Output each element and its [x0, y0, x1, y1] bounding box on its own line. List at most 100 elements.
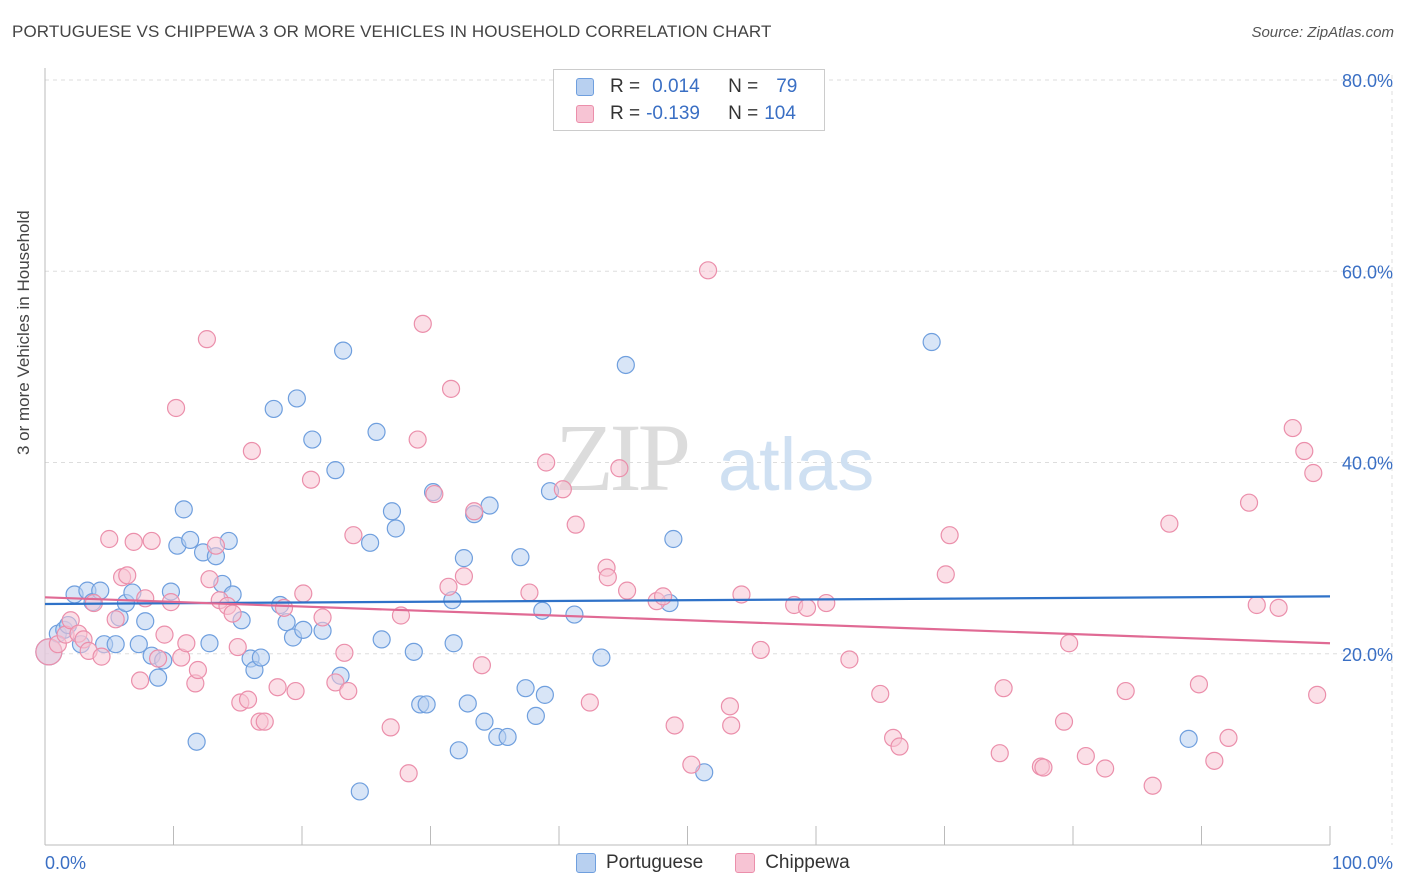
point-chippewa — [472, 656, 491, 675]
point-portuguese — [511, 548, 530, 567]
point-portuguese — [616, 355, 635, 375]
point-chippewa — [242, 441, 261, 461]
point-chippewa — [223, 604, 242, 623]
point-portuguese — [417, 695, 436, 714]
point-chippewa — [817, 593, 836, 613]
point-chippewa — [732, 585, 751, 604]
axis-layer — [44, 68, 1331, 846]
point-chippewa — [1205, 751, 1224, 770]
series-legend-chippewa: Chippewa — [735, 852, 850, 874]
y-tick-label: 20.0% — [1342, 645, 1393, 665]
legend-swatch-chippewa — [576, 105, 594, 123]
point-chippewa — [106, 610, 125, 629]
point-chippewa — [188, 660, 208, 680]
point-chippewa — [653, 587, 673, 606]
point-portuguese — [922, 332, 941, 352]
point-chippewa — [1269, 598, 1288, 617]
legend-row-chippewa: R = -0.139 N = 104 — [576, 102, 796, 126]
point-chippewa — [339, 681, 358, 701]
point-portuguese — [303, 430, 322, 449]
point-chippewa — [441, 379, 461, 398]
point-chippewa — [1143, 776, 1162, 795]
legend-n-value: 104 — [764, 103, 796, 124]
point-chippewa — [1160, 514, 1179, 533]
point-chippewa — [890, 737, 909, 756]
point-portuguese — [181, 530, 200, 550]
point-chippewa — [751, 640, 770, 660]
point-chippewa — [268, 678, 287, 697]
point-chippewa — [118, 566, 137, 585]
point-portuguese — [372, 630, 391, 649]
legend-n-label: N = — [728, 76, 759, 97]
point-portuguese — [592, 648, 611, 667]
point-chippewa — [1247, 595, 1266, 615]
point-chippewa — [1219, 728, 1238, 748]
points-layer — [35, 261, 1327, 801]
series-label-chippewa: Chippewa — [765, 852, 850, 873]
point-chippewa — [465, 502, 484, 521]
y-axis-label: 3 or more Vehicles in Household — [14, 210, 33, 455]
point-chippewa — [313, 608, 332, 627]
point-chippewa — [228, 637, 247, 657]
trend-line-chippewa — [44, 596, 1331, 645]
point-chippewa — [399, 764, 418, 783]
point-portuguese — [480, 496, 499, 515]
point-portuguese — [326, 461, 345, 480]
point-chippewa — [990, 744, 1009, 763]
point-chippewa — [1096, 759, 1115, 778]
point-chippewa — [1189, 675, 1209, 694]
correlation-legend: R = 0.014 N = 79 R = -0.139 N = 104 — [553, 69, 825, 131]
point-portuguese — [382, 502, 402, 521]
point-chippewa — [720, 697, 740, 716]
point-chippewa — [425, 484, 444, 504]
legend-r-value: 0.014 — [652, 76, 700, 97]
point-chippewa — [148, 649, 168, 668]
point-chippewa — [1283, 418, 1302, 438]
y-tick-label: 80.0% — [1342, 71, 1393, 91]
point-chippewa — [130, 671, 150, 690]
point-chippewa — [1054, 712, 1074, 731]
point-chippewa — [722, 716, 741, 735]
point-portuguese — [386, 519, 405, 538]
y-tick-label: 40.0% — [1342, 454, 1393, 474]
point-chippewa — [206, 536, 226, 555]
point-portuguese — [458, 694, 477, 713]
point-chippewa — [344, 526, 363, 545]
point-chippewa — [301, 470, 321, 489]
point-portuguese — [444, 634, 463, 653]
point-chippewa — [566, 515, 585, 534]
point-chippewa — [1304, 463, 1323, 483]
y-tick-label: 60.0% — [1342, 262, 1393, 282]
x-tick-label: 0.0% — [45, 853, 86, 873]
point-chippewa — [61, 611, 80, 630]
series-legend-portuguese: Portuguese — [576, 852, 703, 874]
point-chippewa — [200, 570, 219, 589]
source-label: Source: ZipAtlas.com — [1251, 24, 1394, 41]
point-portuguese — [187, 732, 206, 751]
point-portuguese — [565, 605, 584, 624]
legend-n-value: 79 — [776, 76, 798, 97]
point-chippewa — [439, 577, 458, 596]
point-portuguese — [498, 727, 517, 747]
point-portuguese — [404, 642, 423, 661]
point-chippewa — [840, 650, 859, 669]
point-portuguese — [526, 706, 545, 726]
trend-line-portuguese — [44, 595, 1331, 606]
point-chippewa — [553, 480, 572, 499]
tick-labels: 20.0% 40.0% 60.0% 80.0% 0.0% 100.0% — [45, 71, 1393, 873]
point-chippewa — [1239, 493, 1259, 512]
point-chippewa — [598, 568, 617, 587]
series-legend: Portuguese Chippewa — [576, 852, 882, 874]
point-chippewa — [871, 684, 890, 704]
point-portuguese — [1179, 729, 1198, 748]
series-swatch-chippewa — [735, 853, 756, 873]
point-chippewa — [940, 526, 959, 545]
point-chippewa — [326, 673, 345, 692]
point-portuguese — [449, 741, 468, 760]
point-chippewa — [454, 567, 474, 586]
legend-r-label: R = — [610, 103, 641, 124]
point-chippewa — [142, 531, 161, 551]
point-portuguese — [287, 389, 306, 408]
point-chippewa — [1308, 685, 1327, 704]
